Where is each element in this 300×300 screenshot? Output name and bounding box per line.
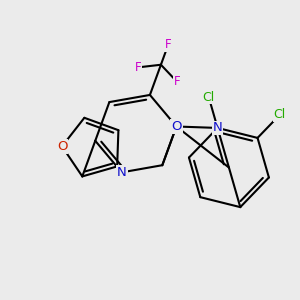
Text: O: O — [57, 140, 67, 153]
Text: Cl: Cl — [202, 91, 215, 103]
Text: N: N — [213, 122, 222, 134]
Text: N: N — [117, 166, 127, 179]
Text: F: F — [135, 61, 141, 74]
Text: F: F — [165, 38, 172, 51]
Text: F: F — [173, 75, 180, 88]
Text: O: O — [171, 120, 182, 133]
Text: Cl: Cl — [274, 108, 286, 121]
